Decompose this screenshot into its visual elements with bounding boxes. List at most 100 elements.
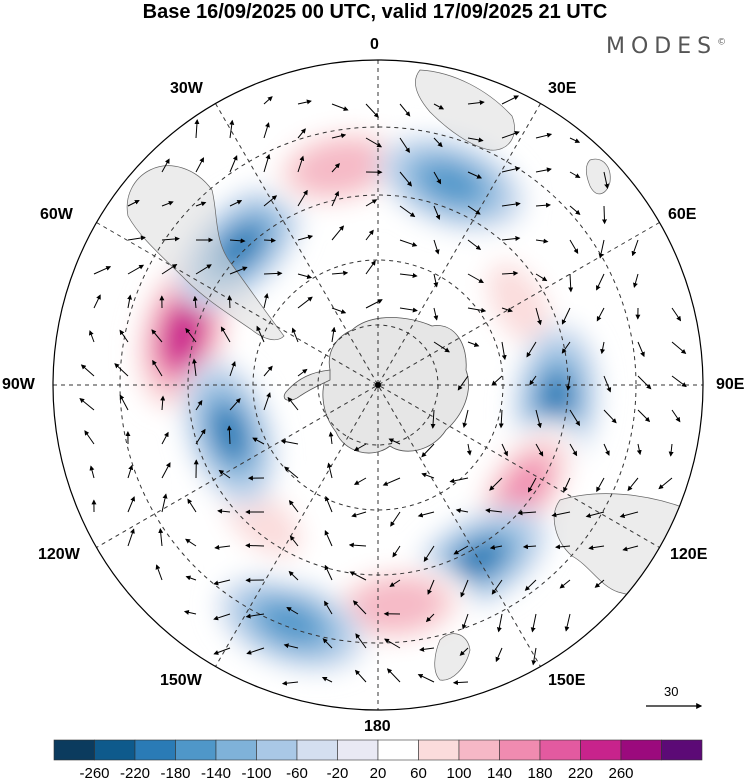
wind-vector-5 [433,103,445,110]
wind-vector-29 [467,171,483,179]
wind-vector-91 [399,307,418,313]
wind-vector-245 [384,638,401,649]
wind-vector-188 [324,495,333,513]
wind-vector-133 [195,400,203,411]
wind-vector-153 [353,443,367,451]
colorbar-swatch-3 [175,739,217,761]
wind-vector-228 [183,609,197,615]
map-border [52,59,704,711]
wind-vector-237 [496,613,503,633]
wind-vector-165 [161,462,171,479]
wind-vector-28 [433,171,442,185]
colorbar-swatch-1 [94,739,136,761]
wind-vector-224 [491,579,503,595]
wind-vector-238 [530,613,537,633]
wind-vector-55 [331,225,345,241]
wind-vector-231 [286,606,299,615]
wind-vector-61 [535,238,549,244]
colorbar-label-9: 100 [446,765,471,782]
wind-vector-44 [467,205,481,215]
wind-vector-173 [421,472,435,479]
wind-vector-82 [93,294,101,309]
wind-vector-9 [229,119,235,139]
wind-vector-255 [452,680,469,686]
wind-vector-201 [214,544,231,550]
wind-vector-116 [80,364,95,377]
wind-vector-134 [229,397,241,411]
brand-mark: © [717,37,727,48]
wind-vector-248 [495,647,503,663]
lon-label-60e: 60E [668,206,697,223]
wind-vector-199 [158,528,164,547]
wind-vector-177 [563,477,571,493]
lon-label-30w: 30W [170,80,203,97]
wind-vector-115 [671,341,687,355]
wind-vector-164 [127,464,134,479]
colorbar-label-8: 60 [410,765,427,782]
wind-vector-122 [297,368,308,377]
wind-vector-14 [399,137,410,154]
wind-vector-137 [430,409,436,429]
wind-vector-239 [564,613,571,632]
reference-vector-label: 30 [664,684,679,699]
wind-vector-129 [671,375,687,388]
wind-vector-19 [569,137,581,143]
wind-vector-144 [671,409,681,423]
wind-vector-107 [331,326,337,343]
modes-logo: MODES© [606,34,726,59]
colorbar-label-0: -260 [79,765,109,782]
wind-vector-18 [535,132,553,139]
wind-vector-60 [501,236,521,242]
wind-vector-180 [658,477,673,490]
wind-vector-124 [491,375,503,386]
wind-vector-1 [297,99,312,105]
wind-vector-251 [321,676,333,683]
wind-vector-184 [187,498,197,513]
lon-label-60w: 60W [40,206,73,223]
wind-vector-161 [636,443,642,456]
wind-vector-56 [365,229,374,241]
wind-vector-110 [501,341,507,361]
wind-vector-149 [226,425,232,445]
wind-vector-7 [501,95,519,105]
wind-vector-65 [93,266,112,275]
wind-vector-196 [585,511,605,518]
wind-vector-214 [155,564,163,581]
wind-vector-101 [119,329,129,343]
wind-vector-109 [467,341,480,347]
lon-label-0: 0 [370,36,379,53]
wind-vector-8 [194,119,200,139]
wind-vector-12 [331,133,347,139]
wind-vector-172 [382,477,401,486]
graticule [53,60,703,710]
wind-vector-95 [535,307,542,326]
lon-label-180: 180 [364,718,391,735]
colorbar-swatch-2 [134,739,176,761]
colorbar-label-5: -60 [286,765,308,782]
wind-vector-111 [526,341,537,358]
wind-vector-232 [324,600,333,615]
lon-label-30e: 30E [548,80,577,97]
wind-vector-63 [598,239,605,259]
wind-vector-162 [668,443,674,457]
brand-name: MODES [606,34,718,59]
wind-vector-125 [529,375,537,386]
wind-vector-235 [425,613,435,623]
wind-vector-138 [462,409,469,428]
wind-vector-49 [127,235,146,241]
wind-vector-136 [287,396,299,411]
wind-vector-219 [324,564,333,581]
wind-vector-203 [289,535,299,547]
wind-vector-197 [619,511,639,518]
wind-vector-119 [191,358,197,377]
anomaly-neg-5-level-4 [262,604,321,643]
wind-vector-211 [555,544,571,550]
wind-vector-89 [331,307,347,314]
wind-vector-223 [460,579,469,598]
wind-vector-30 [501,166,521,173]
colorbar-label-10: 140 [487,765,512,782]
colorbar-swatch-14 [620,739,662,761]
wind-vector-66 [127,264,145,275]
wind-vector-42 [399,205,416,218]
